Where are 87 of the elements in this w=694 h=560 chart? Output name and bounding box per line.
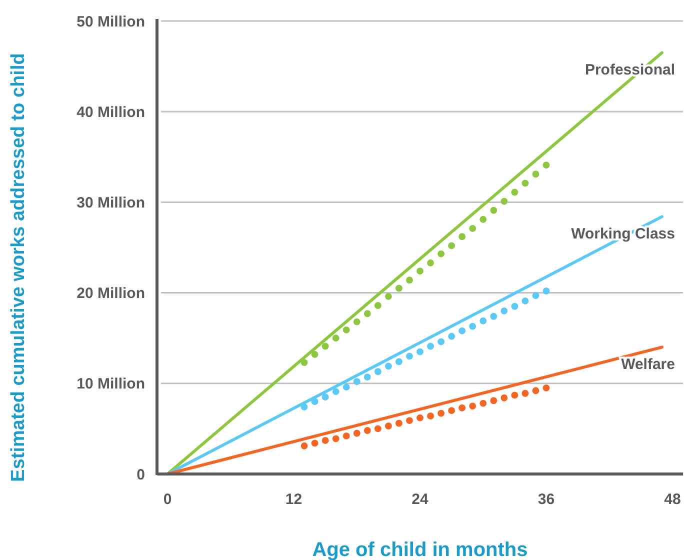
point (364, 310, 371, 318)
point (438, 338, 445, 346)
point (322, 437, 329, 444)
point (300, 442, 308, 450)
point (458, 233, 466, 240)
point (438, 410, 445, 417)
point (374, 302, 382, 309)
point (532, 170, 540, 178)
point (480, 317, 487, 324)
point (469, 402, 476, 410)
point (480, 216, 487, 223)
point (406, 417, 413, 424)
point (300, 403, 308, 410)
point (448, 332, 456, 340)
point (395, 420, 402, 427)
point (500, 307, 508, 314)
point (500, 198, 508, 205)
point (384, 362, 392, 370)
point (522, 180, 529, 187)
point (448, 242, 456, 250)
point (364, 427, 371, 434)
y-tick-label: 0 (136, 466, 145, 484)
point (322, 342, 329, 350)
point (416, 414, 424, 422)
point (311, 350, 318, 358)
point (490, 397, 498, 404)
point (511, 188, 518, 196)
point (332, 435, 340, 442)
y-tick-label: 30 Million (76, 194, 145, 212)
point (469, 322, 476, 330)
point (438, 250, 445, 258)
x-tick-label: 24 (412, 491, 429, 508)
point (395, 284, 402, 292)
point (384, 422, 392, 430)
x-tick-label: 48 (664, 491, 681, 508)
y-tick-label: 10 Million (76, 376, 145, 393)
point (458, 404, 466, 412)
point (342, 384, 350, 390)
point (374, 425, 382, 432)
point (532, 292, 540, 299)
x-tick-label: 12 (285, 491, 302, 508)
point (480, 400, 487, 407)
point (311, 440, 318, 447)
point (542, 384, 550, 392)
point (469, 225, 476, 232)
point (427, 412, 434, 420)
point (406, 352, 413, 360)
point (542, 162, 550, 169)
point (427, 342, 434, 350)
point (311, 398, 318, 405)
point (322, 394, 329, 400)
point (427, 259, 434, 266)
point (353, 430, 360, 437)
point (332, 388, 340, 396)
point (511, 392, 518, 399)
point (532, 387, 540, 394)
point (332, 334, 340, 342)
point (448, 407, 456, 414)
point (522, 390, 529, 397)
y-tick-label: 20 Million (76, 285, 145, 302)
y-tick-label: 40 Million (76, 104, 145, 121)
point (374, 368, 382, 376)
y-axis-title: Estimated cumulative works addressed to child (8, 53, 29, 482)
x-tick-label: 0 (163, 491, 172, 508)
point (364, 374, 371, 381)
point (522, 297, 529, 304)
point (406, 276, 413, 284)
point (458, 327, 466, 334)
point (416, 268, 424, 275)
point (500, 394, 508, 402)
point (384, 292, 392, 300)
point (490, 206, 498, 214)
point (342, 326, 350, 334)
point (353, 378, 360, 386)
point (542, 288, 550, 294)
series-label: Welfare (621, 356, 675, 374)
point (416, 348, 424, 356)
y-tick-label: 50 Million (76, 13, 145, 30)
point (511, 302, 518, 310)
x-axis-title: Age of child in months (312, 539, 528, 560)
point (490, 312, 498, 320)
series-label: Working Class (571, 226, 675, 243)
point (395, 358, 402, 366)
point (342, 432, 350, 440)
x-tick-label: 36 (538, 491, 555, 508)
point (353, 318, 360, 326)
point (300, 359, 308, 366)
